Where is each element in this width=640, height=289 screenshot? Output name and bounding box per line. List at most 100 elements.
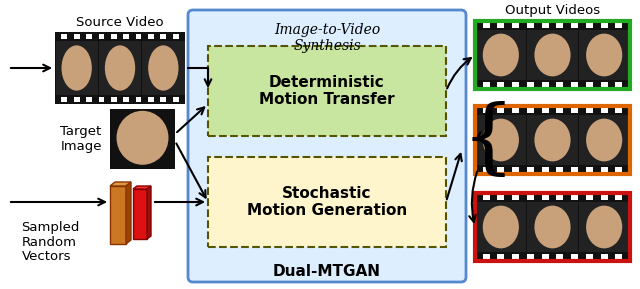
FancyBboxPatch shape bbox=[615, 167, 622, 172]
FancyBboxPatch shape bbox=[483, 23, 490, 28]
FancyBboxPatch shape bbox=[556, 195, 563, 200]
FancyBboxPatch shape bbox=[586, 195, 593, 200]
FancyBboxPatch shape bbox=[556, 23, 563, 28]
FancyBboxPatch shape bbox=[133, 189, 147, 239]
FancyBboxPatch shape bbox=[512, 195, 519, 200]
FancyBboxPatch shape bbox=[586, 167, 593, 172]
FancyBboxPatch shape bbox=[475, 106, 630, 174]
FancyBboxPatch shape bbox=[615, 108, 622, 113]
FancyBboxPatch shape bbox=[512, 82, 519, 87]
Ellipse shape bbox=[534, 34, 571, 76]
Text: Output Videos: Output Videos bbox=[505, 4, 600, 17]
FancyBboxPatch shape bbox=[110, 186, 126, 244]
Text: Source Video: Source Video bbox=[76, 16, 164, 29]
FancyBboxPatch shape bbox=[497, 108, 504, 113]
FancyBboxPatch shape bbox=[600, 167, 607, 172]
FancyBboxPatch shape bbox=[142, 41, 184, 95]
FancyBboxPatch shape bbox=[55, 95, 185, 104]
FancyBboxPatch shape bbox=[541, 195, 548, 200]
Ellipse shape bbox=[586, 118, 622, 161]
Ellipse shape bbox=[586, 205, 622, 248]
FancyBboxPatch shape bbox=[600, 82, 607, 87]
FancyBboxPatch shape bbox=[61, 34, 67, 39]
FancyBboxPatch shape bbox=[527, 23, 534, 28]
FancyBboxPatch shape bbox=[86, 34, 92, 39]
FancyBboxPatch shape bbox=[55, 32, 185, 41]
FancyBboxPatch shape bbox=[600, 23, 607, 28]
FancyBboxPatch shape bbox=[475, 193, 630, 261]
FancyBboxPatch shape bbox=[173, 97, 179, 102]
FancyBboxPatch shape bbox=[527, 254, 534, 259]
Polygon shape bbox=[147, 186, 151, 239]
FancyBboxPatch shape bbox=[86, 97, 92, 102]
FancyBboxPatch shape bbox=[475, 193, 630, 202]
FancyBboxPatch shape bbox=[556, 108, 563, 113]
FancyBboxPatch shape bbox=[124, 97, 129, 102]
Polygon shape bbox=[133, 186, 151, 189]
FancyBboxPatch shape bbox=[124, 34, 129, 39]
FancyBboxPatch shape bbox=[600, 108, 607, 113]
FancyBboxPatch shape bbox=[475, 80, 630, 89]
FancyBboxPatch shape bbox=[586, 82, 593, 87]
Ellipse shape bbox=[534, 118, 571, 161]
FancyBboxPatch shape bbox=[110, 109, 175, 169]
FancyBboxPatch shape bbox=[527, 202, 578, 252]
FancyBboxPatch shape bbox=[497, 254, 504, 259]
Text: Dual-MTGAN: Dual-MTGAN bbox=[273, 264, 381, 279]
FancyBboxPatch shape bbox=[615, 195, 622, 200]
FancyBboxPatch shape bbox=[483, 195, 490, 200]
FancyBboxPatch shape bbox=[615, 254, 622, 259]
Ellipse shape bbox=[534, 205, 571, 248]
Ellipse shape bbox=[148, 45, 179, 91]
FancyBboxPatch shape bbox=[541, 82, 548, 87]
Ellipse shape bbox=[61, 45, 92, 91]
FancyBboxPatch shape bbox=[111, 97, 116, 102]
FancyBboxPatch shape bbox=[61, 97, 67, 102]
FancyBboxPatch shape bbox=[476, 202, 526, 252]
FancyBboxPatch shape bbox=[512, 167, 519, 172]
FancyBboxPatch shape bbox=[74, 34, 80, 39]
Ellipse shape bbox=[483, 118, 519, 161]
FancyBboxPatch shape bbox=[111, 34, 116, 39]
FancyBboxPatch shape bbox=[586, 254, 593, 259]
FancyBboxPatch shape bbox=[600, 195, 607, 200]
FancyBboxPatch shape bbox=[475, 106, 630, 115]
FancyBboxPatch shape bbox=[55, 32, 185, 104]
FancyBboxPatch shape bbox=[512, 254, 519, 259]
FancyBboxPatch shape bbox=[160, 34, 166, 39]
FancyBboxPatch shape bbox=[475, 21, 630, 89]
FancyBboxPatch shape bbox=[475, 165, 630, 174]
FancyBboxPatch shape bbox=[476, 30, 526, 80]
FancyBboxPatch shape bbox=[615, 23, 622, 28]
FancyBboxPatch shape bbox=[99, 34, 104, 39]
FancyBboxPatch shape bbox=[483, 254, 490, 259]
FancyBboxPatch shape bbox=[160, 97, 166, 102]
Polygon shape bbox=[110, 182, 131, 186]
FancyBboxPatch shape bbox=[600, 254, 607, 259]
FancyBboxPatch shape bbox=[136, 34, 141, 39]
FancyBboxPatch shape bbox=[136, 97, 141, 102]
FancyBboxPatch shape bbox=[527, 82, 534, 87]
FancyBboxPatch shape bbox=[483, 108, 490, 113]
FancyBboxPatch shape bbox=[208, 157, 446, 247]
FancyBboxPatch shape bbox=[475, 252, 630, 261]
FancyBboxPatch shape bbox=[497, 167, 504, 172]
FancyBboxPatch shape bbox=[615, 82, 622, 87]
FancyBboxPatch shape bbox=[556, 82, 563, 87]
FancyBboxPatch shape bbox=[571, 108, 578, 113]
FancyBboxPatch shape bbox=[541, 23, 548, 28]
Text: {: { bbox=[462, 101, 515, 181]
FancyBboxPatch shape bbox=[208, 46, 446, 136]
Text: Deterministic
Motion Transfer: Deterministic Motion Transfer bbox=[259, 75, 395, 107]
FancyBboxPatch shape bbox=[579, 30, 630, 80]
FancyBboxPatch shape bbox=[148, 97, 154, 102]
FancyBboxPatch shape bbox=[56, 41, 98, 95]
Ellipse shape bbox=[483, 205, 519, 248]
FancyBboxPatch shape bbox=[527, 30, 578, 80]
FancyBboxPatch shape bbox=[571, 195, 578, 200]
FancyBboxPatch shape bbox=[173, 34, 179, 39]
Text: Target
Image: Target Image bbox=[61, 125, 102, 153]
FancyBboxPatch shape bbox=[483, 82, 490, 87]
FancyBboxPatch shape bbox=[586, 23, 593, 28]
FancyBboxPatch shape bbox=[148, 34, 154, 39]
